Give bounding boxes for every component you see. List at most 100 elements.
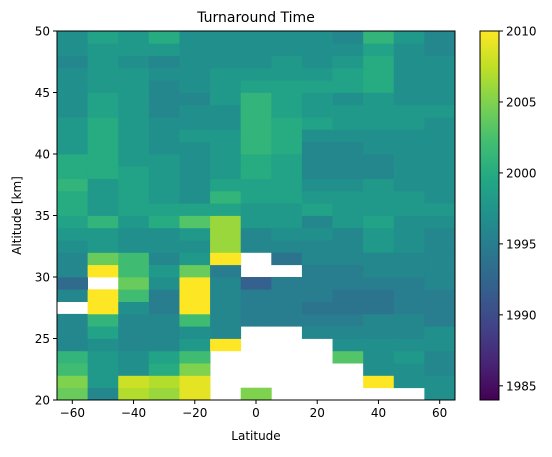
heatmap-cell — [118, 55, 150, 69]
heatmap-cell — [393, 326, 425, 339]
heatmap-cell — [301, 141, 333, 155]
heatmap-cell — [424, 154, 456, 167]
heatmap-cell — [301, 240, 333, 253]
heatmap-cell — [57, 264, 89, 278]
x-tick-label: −20 — [182, 406, 207, 420]
heatmap-cell — [210, 166, 242, 179]
heatmap-cell — [118, 289, 150, 302]
heatmap-cell — [210, 67, 242, 81]
heatmap-cell — [87, 289, 119, 302]
heatmap-cell — [87, 43, 119, 56]
heatmap-cell — [210, 313, 242, 327]
x-tick-label: 20 — [310, 406, 325, 420]
heatmap-cell — [87, 55, 119, 69]
colorbar-axis: 1985 1990 1995 2000 2005 2010 — [499, 25, 537, 393]
heatmap-cell — [148, 252, 180, 266]
heatmap-cell — [57, 92, 89, 106]
heatmap-cell — [210, 129, 242, 143]
heatmap-cell — [363, 67, 395, 81]
heatmap-cell — [301, 154, 333, 167]
heatmap-cell — [424, 80, 456, 93]
heatmap-cell — [393, 363, 425, 376]
heatmap-cell — [363, 277, 395, 290]
heatmap-cell — [393, 203, 425, 216]
heatmap-cell — [301, 129, 333, 143]
heatmap-cell — [118, 43, 150, 56]
heatmap-cell — [210, 338, 242, 352]
heatmap-cell — [179, 55, 211, 69]
heatmap-cell — [210, 264, 242, 278]
heatmap-cell — [118, 117, 150, 130]
heatmap-cell — [240, 178, 272, 192]
heatmap-cell — [332, 240, 364, 253]
heatmap-cell — [179, 313, 211, 327]
heatmap-cell — [424, 252, 456, 266]
heatmap-cell — [57, 203, 89, 216]
x-tick-label: −40 — [121, 406, 146, 420]
heatmap-cell — [240, 141, 272, 155]
heatmap-cell — [301, 277, 333, 290]
heatmap-cell — [363, 166, 395, 179]
heatmap-cell — [87, 301, 119, 315]
heatmap-cell — [332, 277, 364, 290]
heatmap-cell — [57, 338, 89, 352]
heatmap-cell — [57, 240, 89, 253]
heatmap-cell — [87, 67, 119, 81]
heatmap-cell — [210, 240, 242, 253]
heatmap-cell — [87, 31, 119, 44]
heatmap-cell — [240, 313, 272, 327]
heatmap-cell — [332, 31, 364, 44]
heatmap-cell — [332, 129, 364, 143]
heatmap-cell — [363, 92, 395, 106]
y-axis-label: Altitude [km] — [10, 176, 24, 255]
heatmap-cell — [424, 277, 456, 290]
heatmap-cell — [179, 338, 211, 352]
heatmap-cell — [424, 31, 456, 44]
heatmap-cell — [210, 289, 242, 302]
heatmap-cell — [363, 338, 395, 352]
heatmap-cell — [424, 166, 456, 179]
heatmap-cell — [210, 141, 242, 155]
heatmap-cell — [332, 43, 364, 56]
heatmap-cell — [148, 375, 180, 389]
heatmap-cell — [57, 31, 89, 44]
heatmap-cell — [363, 141, 395, 155]
heatmap-cell — [332, 203, 364, 216]
heatmap-cell — [148, 387, 180, 401]
heatmap-cell — [210, 326, 242, 339]
heatmap-cell — [301, 80, 333, 93]
heatmap-cell — [240, 55, 272, 69]
heatmap-cell — [118, 154, 150, 167]
heatmap-cell — [87, 313, 119, 327]
heatmap-cell — [179, 31, 211, 44]
heatmap-cell — [271, 31, 303, 44]
heatmap-cell — [332, 117, 364, 130]
heatmap-cell — [240, 31, 272, 44]
heatmap-cell — [57, 55, 89, 69]
heatmap-cell — [393, 350, 425, 364]
heatmap-cell — [118, 264, 150, 278]
heatmap-cell — [179, 117, 211, 130]
heatmap-cell — [424, 117, 456, 130]
heatmap-cell — [301, 289, 333, 302]
heatmap-cell — [57, 104, 89, 118]
heatmap-cell — [148, 92, 180, 106]
heatmap-cell — [363, 80, 395, 93]
heatmap-cell — [87, 178, 119, 192]
heatmap-cell — [148, 178, 180, 192]
heatmap-cell — [301, 301, 333, 315]
heatmap-cell — [179, 326, 211, 339]
heatmap-cell — [240, 92, 272, 106]
heatmap-cell — [424, 92, 456, 106]
heatmap-cell — [210, 203, 242, 216]
heatmap-cell — [57, 67, 89, 81]
heatmap-cell — [393, 301, 425, 315]
heatmap-cell — [393, 338, 425, 352]
heatmap-cell — [301, 227, 333, 241]
heatmap-cell — [118, 252, 150, 266]
x-axis: −60 −40 −20 0 20 40 60 — [60, 400, 447, 420]
heatmap-cell — [393, 117, 425, 130]
heatmap-cell — [393, 43, 425, 56]
heatmap-cell — [271, 289, 303, 302]
heatmap-cell — [332, 289, 364, 302]
